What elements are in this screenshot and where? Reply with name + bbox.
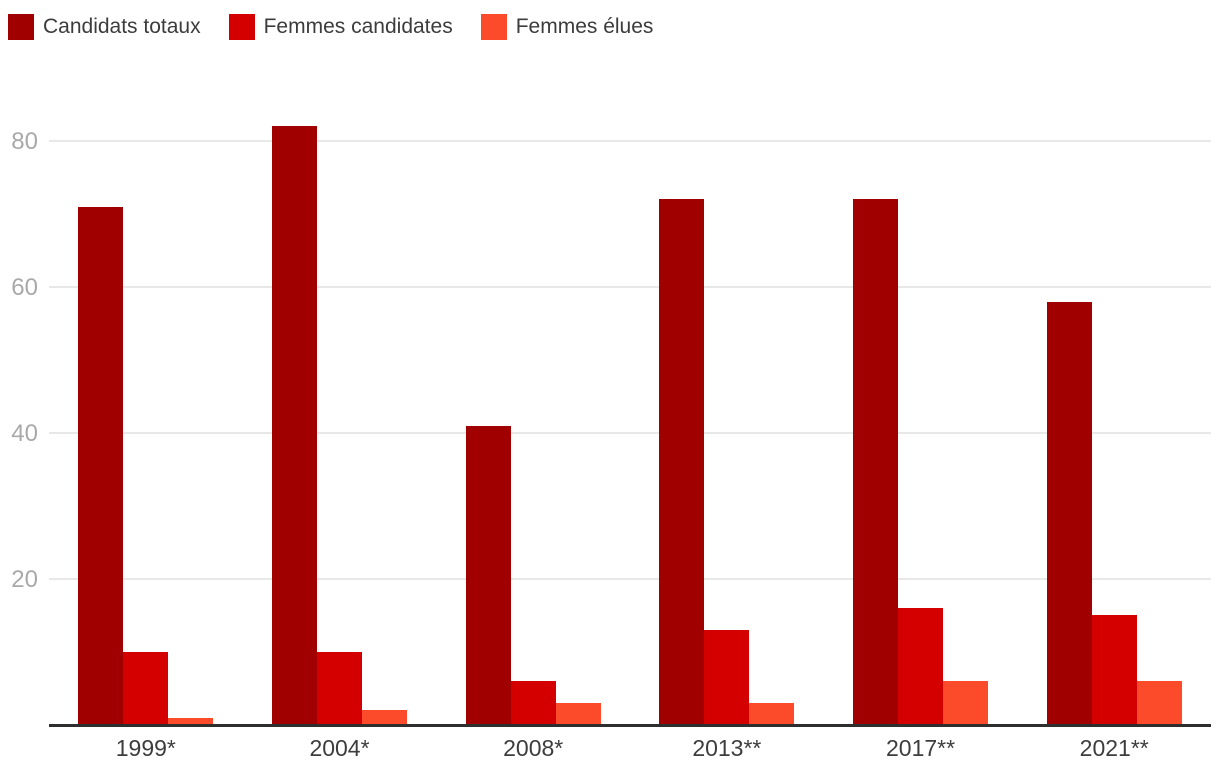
legend-label-femmes-candidates: Femmes candidates (263, 15, 453, 38)
legend: Candidats totaux Femmes candidates Femme… (8, 14, 653, 40)
gridline-40 (49, 432, 1211, 434)
bar-candidats-totaux-1999 (78, 207, 124, 725)
bar-group-2021 (1017, 302, 1211, 725)
bar-femmes-candidates-2004 (316, 652, 362, 725)
y-axis-labels: 20 40 60 80 (0, 105, 38, 725)
gridline-20 (49, 578, 1211, 580)
bar-candidats-totaux-2013 (659, 199, 705, 725)
legend-label-candidats-totaux: Candidats totaux (43, 15, 201, 38)
bar-group-2017 (824, 199, 1018, 725)
legend-label-femmes-elues: Femmes élues (515, 15, 654, 38)
x-tick-label-1999: 1999* (115, 735, 176, 761)
x-tick-label-2008: 2008* (503, 735, 564, 761)
bar-group-1999 (49, 207, 243, 725)
plot-area (49, 105, 1211, 727)
bar-femmes-lues-2008 (555, 703, 601, 725)
bar-femmes-candidates-2008 (510, 681, 556, 725)
y-tick-label-80: 80 (11, 128, 38, 155)
bar-femmes-lues-2004 (361, 710, 407, 725)
legend-item-femmes-candidates: Femmes candidates (228, 14, 453, 40)
x-tick-label-2017: 2017** (885, 735, 956, 761)
legend-item-candidats-totaux: Candidats totaux (8, 14, 201, 40)
gridline-60 (49, 286, 1211, 288)
bar-femmes-lues-2021 (1136, 681, 1182, 725)
legend-swatch-candidats-totaux-icon (8, 14, 34, 40)
x-tick-label-2021: 2021** (1079, 735, 1149, 761)
bar-group-2013 (630, 199, 824, 725)
legend-item-femmes-elues: Femmes élues (480, 14, 654, 40)
bar-femmes-candidates-1999 (123, 652, 169, 725)
x-axis-line (49, 724, 1211, 727)
gridline-80 (49, 140, 1211, 142)
y-tick-label-60: 60 (11, 274, 38, 301)
bar-group-2008 (436, 426, 630, 725)
legend-swatch-femmes-candidates-icon (228, 14, 255, 40)
legend-swatch-femmes-elues-icon (480, 14, 507, 40)
bar-candidats-totaux-2017 (852, 199, 898, 725)
bar-candidats-totaux-2021 (1046, 302, 1092, 725)
bar-group-2004 (243, 126, 437, 725)
x-axis-labels: 1999* 2004* 2008* 2013** 2017** 2021** (49, 735, 1211, 762)
bar-femmes-candidates-2013 (704, 630, 750, 725)
bar-femmes-candidates-2021 (1091, 615, 1137, 725)
bar-candidats-totaux-2004 (271, 126, 317, 725)
bar-candidats-totaux-2008 (465, 426, 511, 725)
y-tick-label-40: 40 (11, 420, 38, 447)
bar-femmes-candidates-2017 (897, 608, 943, 725)
x-tick-label-2004: 2004* (309, 735, 370, 761)
y-tick-label-20: 20 (11, 566, 38, 593)
bar-femmes-lues-2013 (749, 703, 795, 725)
bar-femmes-lues-2017 (942, 681, 988, 725)
x-tick-label-2013: 2013** (692, 735, 762, 761)
bar-femmes-lues-1999 (168, 718, 214, 725)
